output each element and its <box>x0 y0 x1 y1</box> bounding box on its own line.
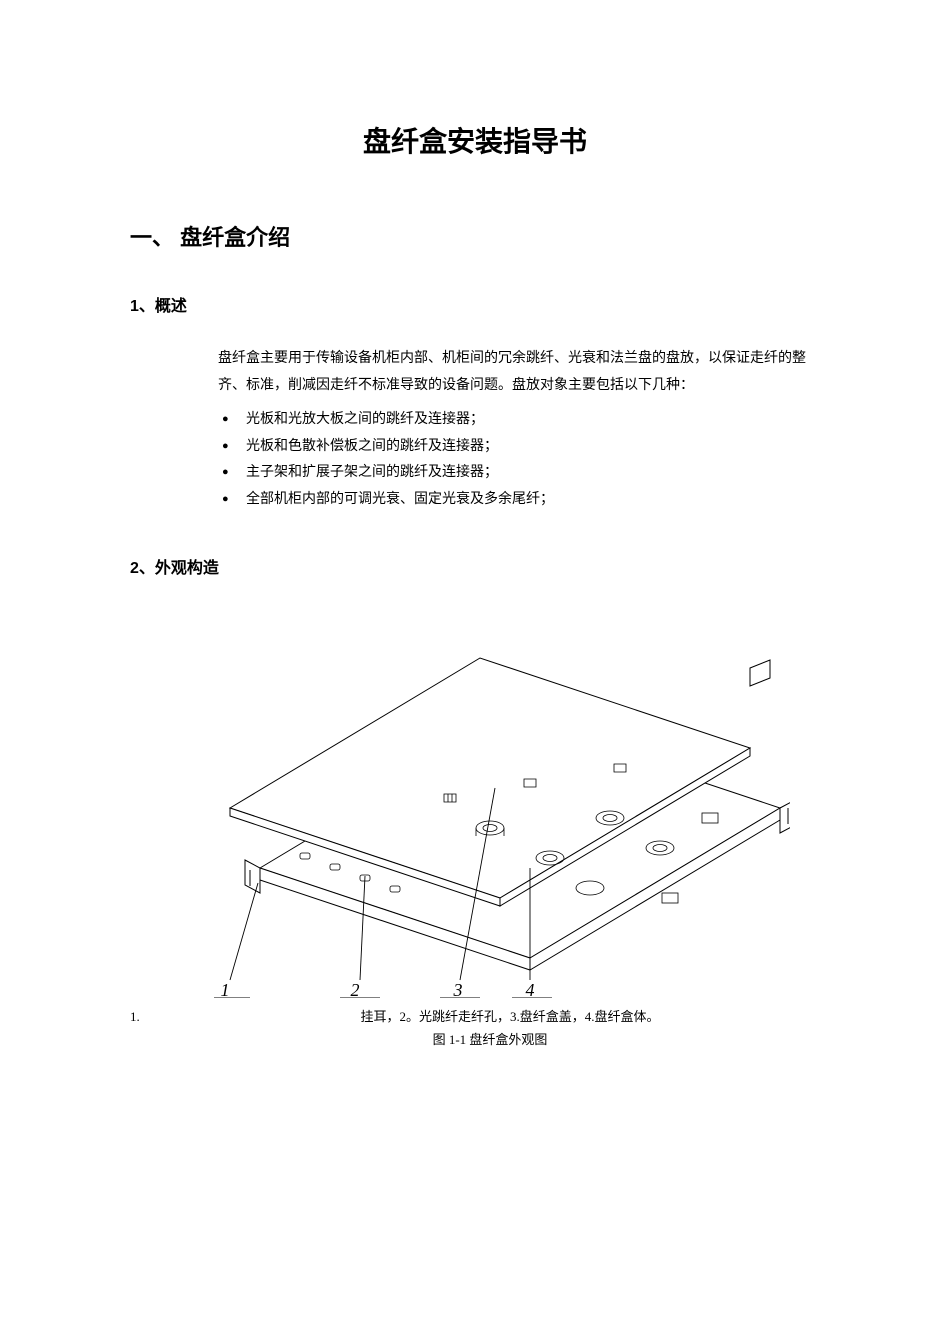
document-title: 盘纤盒安装指导书 <box>130 120 820 160</box>
figure-caption: 挂耳，2。光跳纤走纤孔，3.盘纤盒盖，4.盘纤盒体。 <box>230 1006 790 1025</box>
overview-paragraph: 盘纤盒主要用于传输设备机柜内部、机柜间的冗余跳纤、光衰和法兰盘的盘放，以保证走纤… <box>218 346 820 399</box>
subsection-1-1-heading: 1、概述 <box>130 292 820 316</box>
overview-bullet-list: 光板和光放大板之间的跳纤及连接器； 光板和色散补偿板之间的跳纤及连接器； 主子架… <box>218 407 820 513</box>
callout-label-4: 4 <box>526 980 535 998</box>
list-item: 全部机柜内部的可调光衰、固定光衰及多余尾纤； <box>218 487 820 514</box>
fiber-box-diagram: 1 2 3 4 <box>190 608 790 998</box>
callout-label-2: 2 <box>351 980 360 998</box>
figure-subcaption: 图 1-1 盘纤盒外观图 <box>190 1029 790 1048</box>
callout-label-1: 1 <box>221 980 230 998</box>
subsection-1-2-heading: 2、外观构造 <box>130 554 820 578</box>
list-item: 主子架和扩展子架之间的跳纤及连接器； <box>218 460 820 487</box>
list-item: 光板和色散补偿板之间的跳纤及连接器； <box>218 434 820 461</box>
figure-caption-lead: 1. <box>130 1009 230 1025</box>
section-1-heading: 一、 盘纤盒介绍 <box>130 220 820 252</box>
callout-label-3: 3 <box>453 980 463 998</box>
figure-1-1: 1 2 3 4 1. 挂耳，2。光跳纤走纤孔，3.盘纤盒盖，4.盘纤盒体。 图 … <box>190 608 790 1048</box>
list-item: 光板和光放大板之间的跳纤及连接器； <box>218 407 820 434</box>
